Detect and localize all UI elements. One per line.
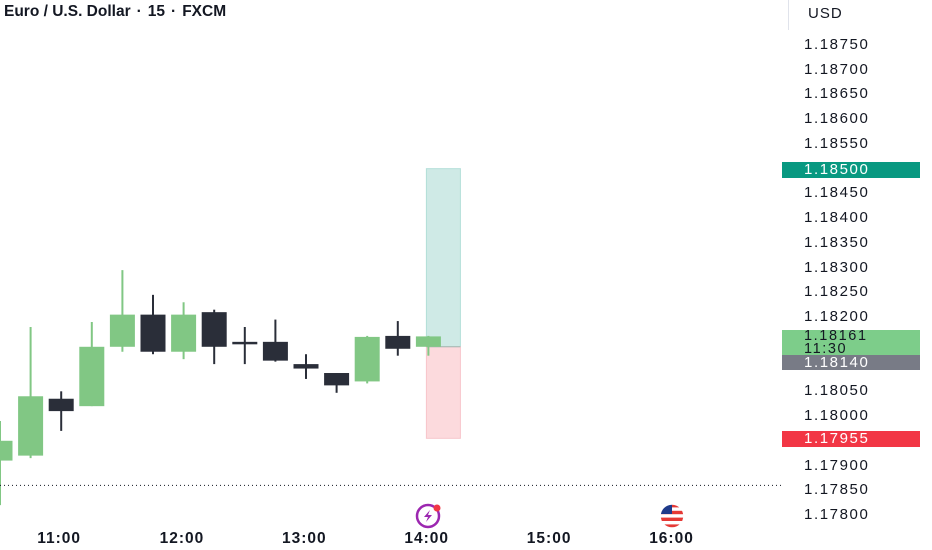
position-zones[interactable] [425, 168, 461, 439]
candle-body [201, 312, 227, 347]
stop-price-tag: 1.17955 [782, 431, 920, 447]
candle-body [48, 398, 74, 412]
title-separator: · [171, 3, 177, 20]
price-tick-label: 1.18200 [804, 308, 870, 326]
target-price-tag: 1.18500 [782, 162, 920, 178]
axis-divider [788, 0, 789, 30]
candle-body [0, 440, 13, 461]
candle-body [262, 341, 288, 361]
events-layer [415, 503, 685, 529]
candle-body [79, 346, 105, 407]
price-tick-label: 1.18250 [804, 283, 870, 301]
candle [324, 373, 350, 393]
time-tick-label: 15:00 [526, 530, 572, 547]
candle [171, 302, 197, 360]
time-tick-label: 11:00 [37, 530, 81, 547]
candle [109, 270, 135, 352]
currency-button[interactable]: USD [808, 5, 843, 22]
interval-label[interactable]: 15 [147, 3, 166, 20]
candle-body [18, 396, 44, 456]
candle-body [140, 314, 166, 352]
current-price-value: 1.18161 [804, 328, 868, 344]
candle [232, 327, 258, 365]
earnings-icon[interactable] [415, 503, 441, 529]
price-tick-label: 1.18000 [804, 407, 870, 425]
candle [18, 327, 44, 459]
time-tick-label: 12:00 [159, 530, 205, 547]
candle [262, 319, 288, 362]
candle-body [354, 336, 380, 382]
bar-countdown: 11:30 [804, 341, 848, 357]
time-tick-label: 16:00 [649, 530, 694, 547]
price-tick-label: 1.17900 [804, 456, 870, 474]
price-tick-label: 1.18300 [804, 258, 870, 276]
candle-body [293, 364, 319, 369]
time-tick-label: 13:00 [282, 530, 327, 547]
price-tick-label: 1.18550 [804, 134, 870, 152]
chart-title: Euro / U.S. Dollar · 15 · FXCM [4, 3, 226, 21]
exchange-label: FXCM [182, 3, 227, 20]
current-price-tag: 1.18161 11:30 [782, 328, 920, 357]
candle [385, 321, 411, 356]
candle-body [415, 336, 441, 347]
price-tick-label: 1.18050 [804, 382, 870, 400]
candle [48, 391, 74, 431]
loss-zone[interactable] [425, 346, 461, 439]
candle-body [109, 314, 135, 347]
price-tick-label: 1.18450 [804, 184, 870, 202]
price-tick-label: 1.18400 [804, 209, 870, 227]
candle [354, 335, 380, 384]
title-separator: · [136, 3, 142, 20]
candle [140, 294, 166, 355]
candle-body [232, 341, 258, 345]
profit-zone[interactable] [425, 168, 461, 348]
time-tick-label: 14:00 [404, 530, 450, 547]
us-flag-icon[interactable] [659, 503, 685, 529]
price-tick-label: 1.18600 [804, 110, 870, 128]
price-tick-label: 1.18650 [804, 85, 870, 103]
candle-body [171, 314, 197, 352]
entry-price-tag: 1.18140 [782, 355, 920, 371]
price-tick-label: 1.17850 [804, 481, 870, 499]
price-tick-label: 1.18350 [804, 233, 870, 251]
candle [201, 309, 227, 365]
price-tick-label: 1.18700 [804, 60, 870, 78]
candles-group [0, 270, 441, 506]
candle-body [385, 335, 411, 349]
candle [415, 335, 441, 356]
candle [293, 354, 319, 379]
candle-body [324, 373, 350, 386]
candle [79, 322, 105, 407]
price-tick-label: 1.17800 [804, 506, 870, 523]
candle [0, 421, 13, 506]
symbol-name: Euro / U.S. Dollar [4, 3, 131, 20]
price-tick-label: 1.18750 [804, 36, 870, 53]
